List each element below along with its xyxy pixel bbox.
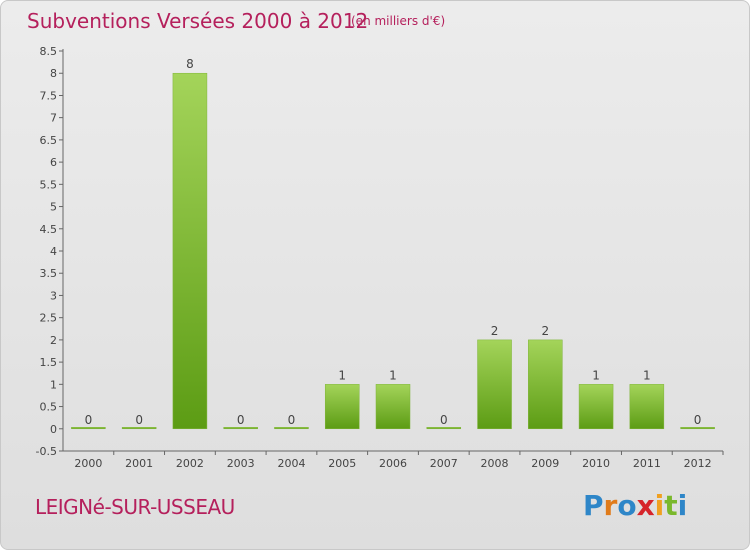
y-tick-label: 5 [50,201,57,214]
y-tick-label: 6.5 [40,134,58,147]
x-tick-label: 2012 [684,457,712,470]
proxiti-logo: Proxiti [583,489,687,522]
bar-value-label: 1 [389,368,397,382]
bar-value-label: 0 [85,413,93,427]
logo-letter: r [603,489,618,522]
x-tick-label: 2004 [277,457,305,470]
bar [172,72,208,430]
bar-value-label: 8 [186,57,194,71]
y-tick-label: 8.5 [40,45,58,58]
chart-unit: (en milliers d'€) [351,14,446,28]
y-tick-label: 6 [50,156,57,169]
x-tick-label: 2011 [633,457,661,470]
x-tick-label: 2006 [379,457,407,470]
logo-letter: o [617,489,637,522]
logo-letter: i [654,489,665,522]
bar-value-label: 0 [440,413,448,427]
bar-value-label: 0 [135,413,143,427]
x-tick-label: 2005 [328,457,356,470]
y-tick-label: 2 [50,334,57,347]
y-tick-label: -0.5 [36,445,57,458]
y-tick-label: 4 [50,245,57,258]
bar-value-label: 0 [694,413,702,427]
logo-letter: x [636,489,655,522]
x-tick-label: 2007 [430,457,458,470]
y-tick-label: 5.5 [40,178,58,191]
bar-value-label: 1 [643,368,651,382]
x-tick-label: 2003 [227,457,255,470]
bar [426,427,462,430]
bar-value-label: 0 [237,413,245,427]
x-tick-label: 2009 [531,457,559,470]
x-tick-label: 2010 [582,457,610,470]
bar-value-label: 2 [541,324,549,338]
bar [274,427,309,430]
bar-value-label: 2 [491,324,499,338]
bar [528,339,563,430]
y-tick-label: 0.5 [40,401,58,414]
y-tick-label: 4.5 [40,223,58,236]
y-tick-label: 3 [50,289,57,302]
bar [71,427,106,430]
bar [477,339,512,430]
bar-value-label: 1 [338,368,346,382]
y-tick-label: 7 [50,112,57,125]
bar [578,384,614,430]
bar [680,427,715,430]
x-tick-label: 2008 [481,457,509,470]
x-tick-label: 2000 [74,457,102,470]
y-tick-label: 2.5 [40,312,58,325]
y-tick-label: 0 [50,423,57,436]
y-tick-label: 8 [50,67,57,80]
logo-letter: P [583,489,604,522]
bar [375,384,411,430]
bar-value-label: 1 [592,368,600,382]
bar [121,427,157,430]
y-tick-label: 7.5 [40,89,58,102]
x-tick-label: 2002 [176,457,204,470]
logo-letter: t [664,489,678,522]
bar [223,427,258,430]
y-tick-label: 1.5 [40,356,58,369]
bar [324,384,360,430]
bar-value-label: 0 [288,413,296,427]
y-tick-label: 1 [50,378,57,391]
x-tick-label: 2001 [125,457,153,470]
chart-title: Subventions Versées 2000 à 2012 [27,9,369,33]
y-tick-label: 3.5 [40,267,58,280]
commune-name: LEIGNé-SUR-USSEAU [35,495,235,519]
logo-letter: i [677,489,688,522]
bar [629,384,665,430]
